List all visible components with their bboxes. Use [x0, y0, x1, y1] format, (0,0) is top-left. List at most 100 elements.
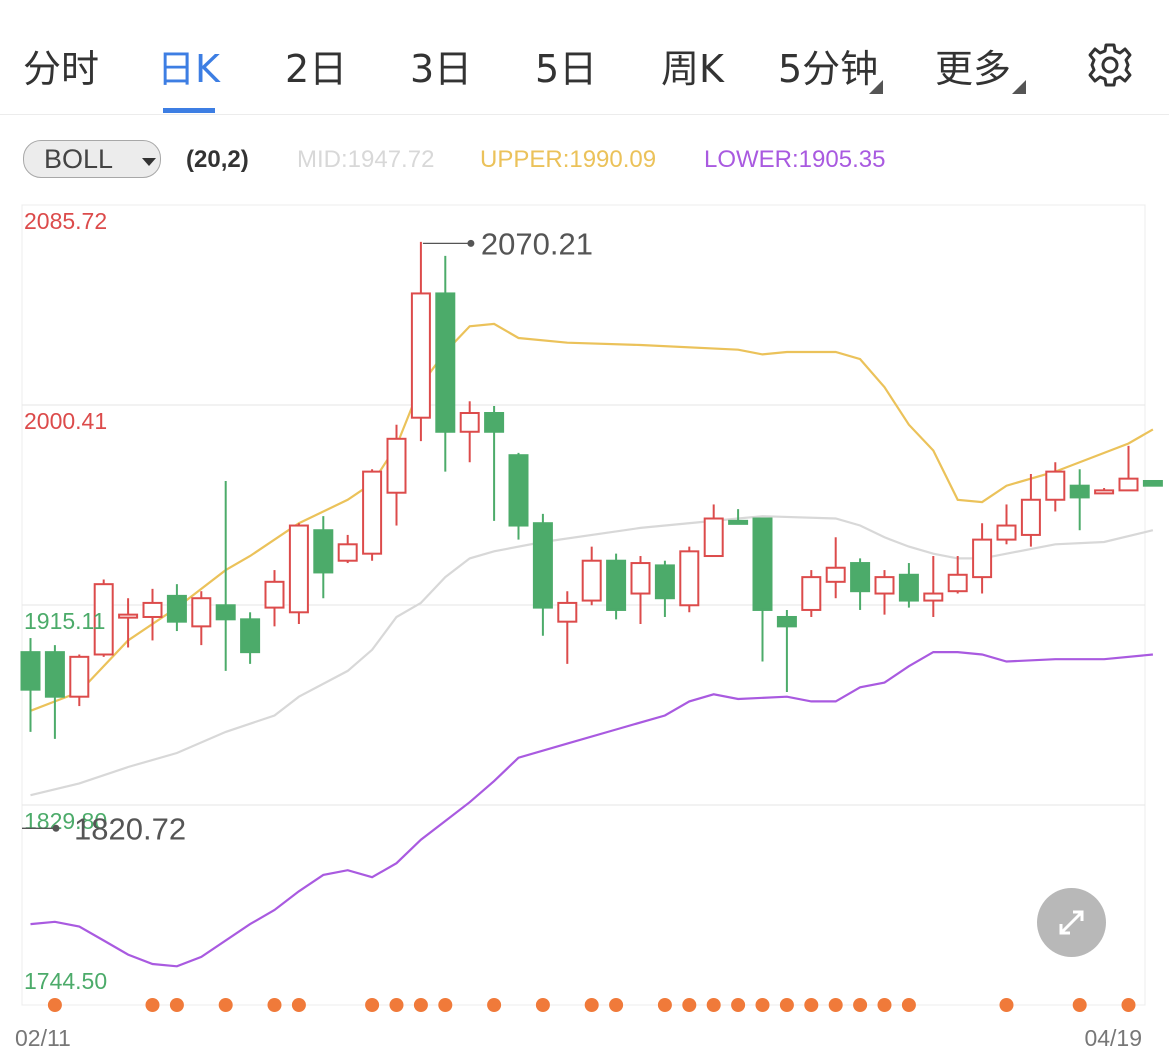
- candle-up: [118, 613, 139, 619]
- event-marker-dot[interactable]: [706, 998, 721, 1012]
- event-marker-dot[interactable]: [804, 998, 819, 1012]
- tab-3-day[interactable]: 3日: [410, 47, 473, 91]
- event-marker-dot[interactable]: [779, 998, 794, 1012]
- gear-icon[interactable]: [1086, 41, 1134, 89]
- candle-down: [484, 412, 505, 433]
- event-marker-dot[interactable]: [365, 998, 380, 1012]
- tab-intraday[interactable]: 分时: [23, 47, 100, 91]
- y-axis-label: 1915.11: [24, 608, 105, 634]
- tab-more[interactable]: 更多: [935, 47, 1012, 91]
- candle-down: [166, 594, 187, 623]
- candle-down: [752, 517, 773, 611]
- event-marker-dot[interactable]: [535, 998, 550, 1012]
- event-marker-dot[interactable]: [1121, 998, 1136, 1012]
- candle-up: [191, 597, 212, 628]
- active-tab-indicator: [163, 108, 215, 113]
- min-value-label: 1820.72: [74, 811, 186, 846]
- candle-down: [1069, 484, 1090, 499]
- indicator-lower-value: LOWER:1905.35: [704, 146, 886, 173]
- candle-up: [923, 592, 944, 602]
- x-axis-label-end: 04/19: [1084, 1025, 1142, 1051]
- candle-up: [1020, 498, 1041, 536]
- candle-up: [1045, 470, 1066, 501]
- event-marker-dot[interactable]: [218, 998, 233, 1012]
- event-marker-dot[interactable]: [901, 998, 916, 1012]
- event-marker-dot[interactable]: [682, 998, 697, 1012]
- min-leader-dot: [52, 824, 60, 832]
- event-marker-dot[interactable]: [291, 998, 306, 1012]
- event-marker-dot[interactable]: [584, 998, 599, 1012]
- y-axis-label: 1829.80: [24, 808, 107, 834]
- candle-up: [362, 470, 383, 555]
- indicator-params: (20,2): [186, 146, 249, 173]
- event-marker-dot[interactable]: [389, 998, 404, 1012]
- event-marker-dot[interactable]: [609, 998, 624, 1012]
- candle-up: [459, 412, 480, 433]
- candle-up: [288, 524, 309, 614]
- event-marker-dot[interactable]: [657, 998, 672, 1012]
- candle-up: [142, 601, 163, 618]
- candlestick-chart[interactable]: 2085.72 2000.41 1915.11 1829.80 1744.50 02/11…: [0, 200, 1169, 1056]
- candle-up: [557, 601, 578, 623]
- candle-up: [1094, 489, 1115, 495]
- event-marker-dot[interactable]: [267, 998, 282, 1012]
- tab-daily-k[interactable]: 日K: [157, 47, 220, 91]
- candle-down: [44, 651, 65, 698]
- chevron-down-icon: [142, 158, 156, 166]
- candle-up: [337, 543, 358, 562]
- period-tab-bar: 分时 日K 2日 3日 5日 周K 5分钟 更多: [0, 0, 1169, 115]
- event-marker-dot[interactable]: [877, 998, 892, 1012]
- event-marker-dot[interactable]: [853, 998, 868, 1012]
- candle-up: [69, 655, 90, 698]
- event-marker-dot[interactable]: [47, 998, 62, 1012]
- candle-down: [313, 529, 334, 574]
- y-axis-label: 1744.50: [24, 968, 107, 994]
- candle-up: [874, 576, 895, 595]
- event-marker-dot[interactable]: [438, 998, 453, 1012]
- event-marker-dot[interactable]: [731, 998, 746, 1012]
- candle-up: [947, 573, 968, 593]
- tab-5-minute[interactable]: 5分钟: [778, 47, 879, 91]
- indicator-mid-value: MID:1947.72: [297, 146, 435, 173]
- dropdown-corner-icon: [869, 80, 883, 94]
- event-marker-dot[interactable]: [169, 998, 184, 1012]
- candle-down: [215, 604, 236, 621]
- event-marker-dot[interactable]: [828, 998, 843, 1012]
- event-marker-dot[interactable]: [755, 998, 770, 1012]
- tab-weekly-k[interactable]: 周K: [661, 47, 724, 91]
- event-marker-dot[interactable]: [487, 998, 502, 1012]
- y-axis-label: 2085.72: [24, 208, 107, 234]
- candle-down: [508, 454, 529, 527]
- y-axis-label: 2000.41: [24, 408, 107, 434]
- max-value-label: 2070.21: [481, 226, 593, 261]
- candle-down: [1142, 479, 1163, 487]
- candle-down: [435, 292, 456, 433]
- candle-down: [850, 562, 871, 593]
- expand-arrows-icon[interactable]: [1037, 888, 1106, 957]
- max-leader-dot: [467, 239, 475, 247]
- candle-up: [630, 562, 651, 595]
- x-axis-label-start: 02/11: [15, 1025, 71, 1051]
- tab-5-day[interactable]: 5日: [535, 47, 598, 91]
- indicator-bar: BOLL (20,2) MID:1947.72 UPPER:1990.09 LO…: [0, 134, 1169, 184]
- event-marker-dot[interactable]: [413, 998, 428, 1012]
- event-marker-dot[interactable]: [1072, 998, 1087, 1012]
- indicator-selector-button[interactable]: BOLL: [23, 140, 161, 178]
- event-marker-dot[interactable]: [999, 998, 1014, 1012]
- candle-up: [703, 517, 724, 558]
- candle-up: [386, 437, 407, 494]
- candle-up: [825, 566, 846, 583]
- candle-down: [532, 522, 553, 609]
- event-marker-dot[interactable]: [145, 998, 160, 1012]
- candle-up: [93, 583, 114, 656]
- tab-2-day[interactable]: 2日: [285, 47, 348, 91]
- candle-up: [581, 559, 602, 602]
- candle-down: [654, 564, 675, 600]
- boll-line-lower: [30, 651, 1154, 968]
- candle-down: [20, 651, 41, 691]
- indicator-selector-label: BOLL: [44, 144, 114, 174]
- dropdown-corner-icon: [1012, 80, 1026, 94]
- boll-line-upper: [30, 322, 1154, 712]
- candle-down: [898, 573, 919, 602]
- candle-up: [801, 576, 822, 611]
